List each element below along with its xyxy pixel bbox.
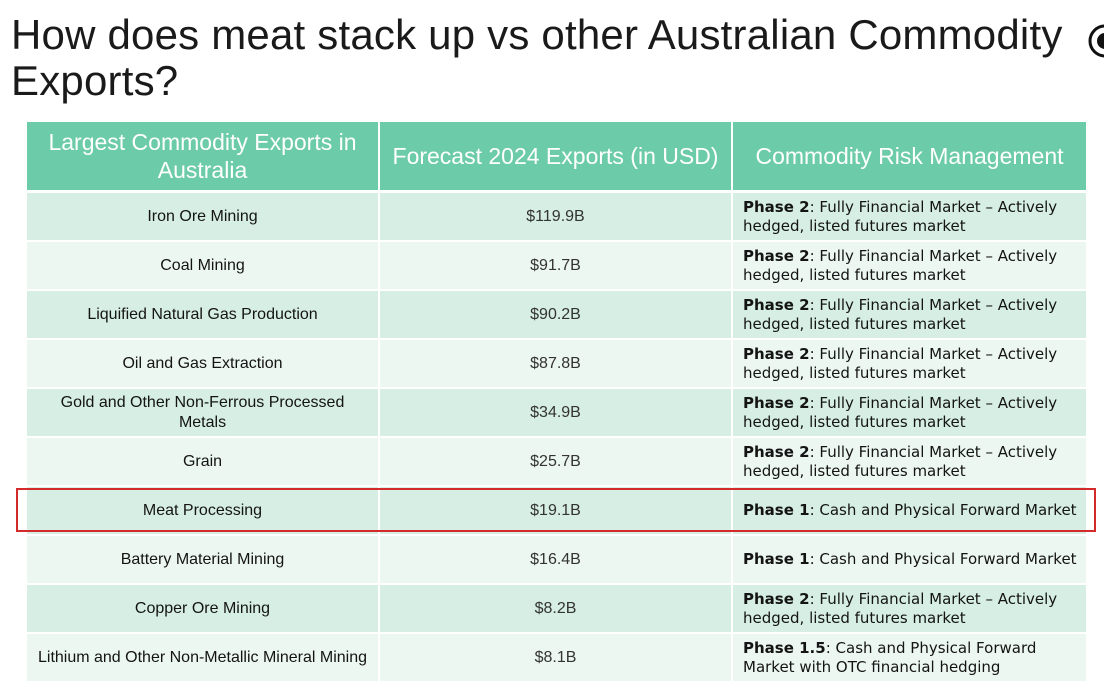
phase-description: : Fully Financial Market – Actively hedg… — [743, 295, 1058, 333]
phase-description: : Fully Financial Market – Actively hedg… — [743, 197, 1058, 235]
forecast-value-cell: $119.9B — [380, 193, 733, 242]
commodity-name-cell: Iron Ore Mining — [27, 193, 380, 242]
risk-management-cell: Phase 1: Cash and Physical Forward Marke… — [733, 487, 1086, 536]
risk-management-cell: Phase 2: Fully Financial Market – Active… — [733, 585, 1086, 634]
table-row: Oil and Gas Extraction $87.8B Phase 2: Ful… — [27, 340, 1086, 389]
commodity-name-cell: Lithium and Other Non-Metallic Mineral M… — [27, 634, 380, 683]
table-row: Battery Material Mining $16.4B Phase 1: Ca… — [27, 536, 1086, 585]
phase-label: Phase 2 — [743, 442, 810, 461]
commodity-name-cell: Coal Mining — [27, 242, 380, 291]
risk-management-cell: Phase 1.5: Cash and Physical Forward Mar… — [733, 634, 1086, 683]
forecast-value-cell: $25.7B — [380, 438, 733, 487]
forecast-value-cell: $91.7B — [380, 242, 733, 291]
phase-label: Phase 1 — [743, 501, 810, 519]
risk-management-cell: Phase 1: Cash and Physical Forward Marke… — [733, 536, 1086, 585]
table-row: Iron Ore Mining $119.9B Phase 2: Fully Fin… — [27, 193, 1086, 242]
table-row: Lithium and Other Non-Metallic Mineral M… — [27, 634, 1086, 683]
risk-management-cell: Phase 2: Fully Financial Market – Active… — [733, 438, 1086, 487]
risk-management-cell: Phase 2: Fully Financial Market – Active… — [733, 193, 1086, 242]
commodity-name-cell: Gold and Other Non-Ferrous Processed Met… — [27, 389, 380, 438]
risk-management-cell: Phase 2: Fully Financial Market – Active… — [733, 242, 1086, 291]
phase-label: Phase 2 — [743, 197, 810, 216]
forecast-value-cell: $34.9B — [380, 389, 733, 438]
logo-icon — [1088, 24, 1104, 58]
commodity-name-cell: Grain — [27, 438, 380, 487]
risk-management-cell: Phase 2: Fully Financial Market – Active… — [733, 389, 1086, 438]
column-header-forecast: Forecast 2024 Exports (in USD) — [380, 122, 733, 193]
phase-label: Phase 2 — [743, 295, 810, 314]
phase-description: : Fully Financial Market – Actively hedg… — [743, 442, 1058, 480]
table-header-row: Largest Commodity Exports in Australia F… — [27, 122, 1086, 193]
phase-description: : Fully Financial Market – Actively hedg… — [743, 393, 1058, 431]
forecast-value-cell: $90.2B — [380, 291, 733, 340]
phase-label: Phase 2 — [743, 246, 810, 265]
phase-description: : Fully Financial Market – Actively hedg… — [743, 344, 1058, 382]
column-header-commodity: Largest Commodity Exports in Australia — [27, 122, 380, 193]
risk-management-cell: Phase 2: Fully Financial Market – Active… — [733, 291, 1086, 340]
commodity-name-cell: Copper Ore Mining — [27, 585, 380, 634]
table-row: Meat Processing $19.1B Phase 1: Cash and P… — [27, 487, 1086, 536]
forecast-value-cell: $16.4B — [380, 536, 733, 585]
phase-label: Phase 1 — [743, 550, 810, 568]
phase-label: Phase 1.5 — [743, 638, 826, 657]
commodity-name-cell: Oil and Gas Extraction — [27, 340, 380, 389]
exports-table-container: Largest Commodity Exports in Australia F… — [27, 122, 1086, 683]
forecast-value-cell: $87.8B — [380, 340, 733, 389]
exports-table: Largest Commodity Exports in Australia F… — [27, 122, 1086, 683]
phase-description: : Cash and Physical Forward Market — [809, 501, 1077, 519]
forecast-value-cell: $8.1B — [380, 634, 733, 683]
commodity-name-cell: Liquified Natural Gas Production — [27, 291, 380, 340]
table-row: Copper Ore Mining $8.2B Phase 2: Fully Fin… — [27, 585, 1086, 634]
table-row: Gold and Other Non-Ferrous Processed Met… — [27, 389, 1086, 438]
phase-label: Phase 2 — [743, 344, 810, 363]
phase-description: : Fully Financial Market – Actively hedg… — [743, 589, 1058, 627]
forecast-value-cell: $19.1B — [380, 487, 733, 536]
table-row: Liquified Natural Gas Production $90.2B Ph… — [27, 291, 1086, 340]
forecast-value-cell: $8.2B — [380, 585, 733, 634]
risk-management-cell: Phase 2: Fully Financial Market – Active… — [733, 340, 1086, 389]
phase-description: : Fully Financial Market – Actively hedg… — [743, 246, 1058, 284]
column-header-risk-management: Commodity Risk Management — [733, 122, 1086, 193]
page-title: How does meat stack up vs other Australi… — [11, 11, 1063, 104]
table-row: Grain $25.7B Phase 2: Fully Financial Mark… — [27, 438, 1086, 487]
phase-description: : Cash and Physical Forward Market — [809, 550, 1077, 568]
commodity-name-cell: Battery Material Mining — [27, 536, 380, 585]
phase-label: Phase 2 — [743, 393, 810, 412]
table-row: Coal Mining $91.7B Phase 2: Fully Financia… — [27, 242, 1086, 291]
phase-description: : Cash and Physical Forward Market with … — [743, 638, 1037, 676]
phase-label: Phase 2 — [743, 589, 810, 608]
commodity-name-cell: Meat Processing — [27, 487, 380, 536]
